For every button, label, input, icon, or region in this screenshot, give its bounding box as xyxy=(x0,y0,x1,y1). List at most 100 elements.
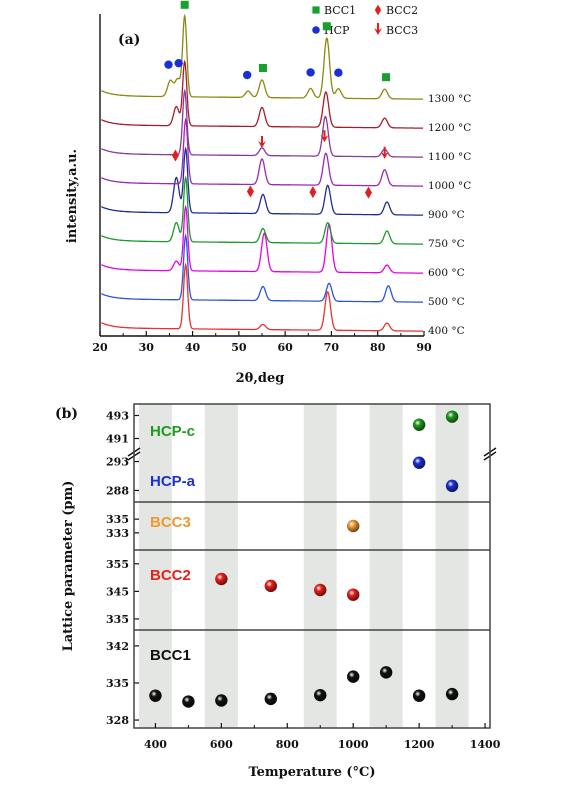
x-tick-label: 20 xyxy=(92,341,108,354)
temperature-band xyxy=(369,404,403,728)
phase-label: BCC2 xyxy=(150,567,191,584)
bcc3-arrow-marker xyxy=(320,130,329,143)
x-tick-label: 80 xyxy=(370,341,386,354)
bcc2-diamond-marker xyxy=(374,4,382,16)
y-tick-label: 288 xyxy=(106,484,129,497)
bcc1-square-marker xyxy=(258,63,267,72)
hcp-circle-marker xyxy=(242,70,252,80)
data-point xyxy=(215,694,228,707)
data-point xyxy=(314,688,327,702)
hcp-circle-marker xyxy=(306,68,315,77)
x-axis-title: 2θ,deg xyxy=(236,371,285,386)
x-tick-label: 90 xyxy=(416,341,432,354)
xrd-panel: 20 30 40 50 60 70 80 90 2θ,deg intensity,a.u. (a) B… xyxy=(65,0,471,386)
y-axis-title: intensity,a.u. xyxy=(65,149,80,243)
spectrum-line xyxy=(101,175,424,245)
temperature-label: 600 °C xyxy=(428,267,465,279)
hcp-circle-marker xyxy=(312,26,320,34)
hcp-circle-marker xyxy=(334,68,343,77)
phase-label: BCC3 xyxy=(150,514,191,531)
spectrum-line xyxy=(101,13,424,100)
spectrum-line xyxy=(101,117,424,187)
y-tick-label: 491 xyxy=(106,433,129,446)
data-point xyxy=(445,410,459,423)
temperature-band xyxy=(204,404,238,728)
temperature-label: 1200 °C xyxy=(428,122,471,134)
y-tick-label: 493 xyxy=(106,410,129,423)
temperature-band xyxy=(435,404,469,728)
legend-label: BCC3 xyxy=(386,24,418,37)
y-tick-label: 355 xyxy=(106,558,129,571)
bcc2-diamond-marker xyxy=(246,185,254,198)
y-tick-label: 335 xyxy=(106,677,129,690)
data-point xyxy=(182,695,195,708)
temperature-label: 400 °C xyxy=(428,325,465,337)
bcc1-square-marker xyxy=(322,22,331,31)
data-point xyxy=(412,456,426,469)
spectrum-line xyxy=(101,88,424,158)
legend-label: BCC2 xyxy=(386,4,418,17)
legend-label: BCC1 xyxy=(324,4,356,17)
temperature-band xyxy=(303,404,337,728)
spectrum-line xyxy=(101,233,424,303)
bcc3-arrow-marker xyxy=(374,23,382,35)
data-point xyxy=(347,670,360,683)
panel-label-b: (b) xyxy=(55,406,78,422)
y-tick-label: 342 xyxy=(106,640,129,653)
x-axis-title: Temperature (°C) xyxy=(248,765,375,780)
temperature-label: 500 °C xyxy=(428,296,465,308)
hcp-circle-marker xyxy=(174,58,183,68)
spectrum-line xyxy=(101,262,424,332)
data-point xyxy=(347,588,360,601)
y-tick-label: 333 xyxy=(106,527,129,540)
hcp-circle-marker xyxy=(164,60,173,69)
x-tick-label: 30 xyxy=(139,341,155,354)
data-point xyxy=(347,519,360,533)
y-tick-label: 345 xyxy=(106,585,129,598)
data-point xyxy=(149,689,162,702)
y-tick-label: 293 xyxy=(106,456,129,469)
x-tick-label: 40 xyxy=(185,341,201,354)
data-point xyxy=(445,687,459,701)
bcc2-diamond-marker xyxy=(309,186,317,199)
data-point xyxy=(379,666,393,679)
x-tick-label: 800 xyxy=(276,738,299,751)
temperature-label: 1300 °C xyxy=(428,93,471,105)
bcc1-square-marker xyxy=(312,6,320,14)
bcc2-diamond-marker xyxy=(171,149,179,162)
x-tick-label: 1000 xyxy=(338,738,369,751)
x-tick-label: 600 xyxy=(210,738,233,751)
panel-b-frame xyxy=(133,403,491,729)
temperature-label: 900 °C xyxy=(428,209,465,221)
x-tick-label: 400 xyxy=(144,738,167,751)
data-point xyxy=(264,579,277,593)
phase-label-hcp-c: HCP-c xyxy=(150,423,195,440)
bcc1-square-marker xyxy=(180,0,189,9)
temperature-label: 1100 °C xyxy=(428,151,471,163)
temperature-label: 1000 °C xyxy=(428,180,471,192)
phase-label: BCC1 xyxy=(150,647,191,664)
bcc3-arrow-marker xyxy=(258,135,266,148)
bcc2-diamond-marker xyxy=(364,186,372,199)
y-axis-title: Lattice parameter (pm) xyxy=(61,481,76,652)
temperature-label: 750 °C xyxy=(428,238,465,250)
y-tick-label: 335 xyxy=(106,513,129,526)
data-point xyxy=(445,479,459,493)
spectrum-line xyxy=(101,146,424,216)
data-point xyxy=(412,418,426,431)
bcc1-square-marker xyxy=(382,73,391,82)
spectrum-line xyxy=(101,59,424,129)
temperature-band xyxy=(138,404,172,728)
spectrum-line xyxy=(101,204,424,274)
x-tick-label: 70 xyxy=(324,341,340,354)
x-tick-label: 1200 xyxy=(404,738,435,751)
panel-label-a: (a) xyxy=(118,32,140,48)
data-point xyxy=(264,692,277,706)
x-tick-label: 50 xyxy=(231,341,247,354)
data-point xyxy=(412,689,426,702)
y-tick-label: 335 xyxy=(106,613,129,626)
x-tick-label: 60 xyxy=(277,341,293,354)
bcc3-arrow-marker xyxy=(380,146,389,159)
y-tick-label: 328 xyxy=(106,714,129,727)
